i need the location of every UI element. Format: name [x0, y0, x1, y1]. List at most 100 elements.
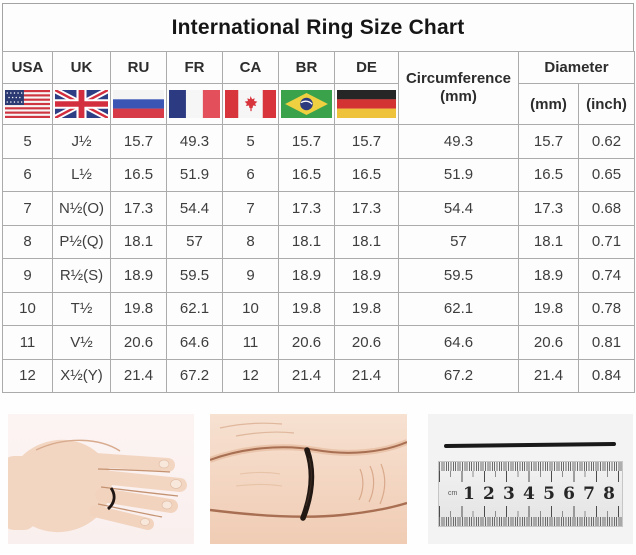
table-cell: 57	[166, 224, 223, 259]
table-cell: 12	[222, 358, 279, 393]
table-cell: 15.7	[278, 124, 335, 159]
table-cell: X½(Y)	[52, 358, 111, 393]
ruler-number: 5	[543, 483, 555, 504]
closeup-photo-graphic	[210, 414, 407, 544]
ruler-mm-hatch-bottom	[439, 517, 622, 526]
table-cell: 19.8	[278, 291, 335, 326]
table-cell: T½	[52, 291, 111, 326]
column-header-usa: USA	[2, 51, 53, 84]
table-cell: 0.81	[577, 325, 636, 360]
table-cell: 16.5	[334, 157, 399, 192]
table-cell: 18.1	[518, 224, 579, 259]
ruler-number: 6	[563, 483, 575, 504]
ruler-unit-label: cm	[448, 490, 458, 497]
table-cell: J½	[52, 124, 111, 159]
table-cell: 9	[222, 258, 279, 293]
column-header-fr: FR	[166, 51, 223, 84]
table-cell: 6	[222, 157, 279, 192]
table-cell: 21.4	[334, 358, 399, 393]
table-row: 11 V½ 20.6 64.6 11 20.6 20.6 64.6 20.6 0.81	[2, 325, 636, 360]
table-cell: 5	[222, 124, 279, 159]
table-cell: 67.2	[398, 358, 519, 393]
table-cell: 19.8	[518, 291, 579, 326]
string-on-finger	[107, 487, 116, 511]
table-row: 8 P½(Q) 18.1 57 8 18.1 18.1 57 18.1 0.71	[2, 224, 636, 259]
column-header-uk: UK	[52, 51, 111, 84]
column-header-diameter: Diameter	[517, 51, 636, 84]
table-cell: 15.7	[334, 124, 399, 159]
table-cell: 0.65	[577, 157, 636, 192]
table-cell: 7	[222, 191, 279, 226]
table-cell: 11	[222, 325, 279, 360]
ruler-number: 2	[483, 483, 495, 504]
ruler-number: 7	[583, 483, 595, 504]
table-cell: 54.4	[166, 191, 223, 226]
table-cell: 15.7	[110, 124, 167, 159]
table-cell: 18.1	[334, 224, 399, 259]
table-cell: 64.6	[398, 325, 519, 360]
table-row: 10 T½ 19.8 62.1 10 19.8 19.8 62.1 19.8 0.78	[2, 291, 636, 326]
table-cell: V½	[52, 325, 111, 360]
ruler-number: 1	[463, 483, 475, 504]
column-header-de: DE	[334, 51, 399, 84]
table-cell: 0.68	[577, 191, 636, 226]
table-cell: 17.3	[334, 191, 399, 226]
canada-flag-icon	[222, 83, 279, 125]
table-cell: 18.9	[518, 258, 579, 293]
country-header-row: USA UK RU FR CA BR DE Circumference (mm)…	[2, 51, 636, 125]
finger-string-closeup-photo	[210, 414, 407, 544]
column-header-diameter-inch: (inch)	[577, 83, 636, 125]
ruler-number: 4	[523, 483, 535, 504]
table-cell: 18.1	[110, 224, 167, 259]
column-header-ru: RU	[110, 51, 167, 84]
germany-flag-icon	[334, 83, 399, 125]
table-cell: 18.9	[110, 258, 167, 293]
table-cell: 5	[2, 124, 53, 159]
flag-row: (mm) (inch)	[2, 83, 636, 125]
russia-flag-icon	[110, 83, 167, 125]
ruler-ticks-top	[439, 471, 622, 482]
table-cell: 0.71	[577, 224, 636, 259]
table-cell: 16.5	[110, 157, 167, 192]
table-cell: 21.4	[518, 358, 579, 393]
table-cell: 51.9	[398, 157, 519, 192]
ruler-ticks-bottom	[439, 506, 622, 517]
table-cell: 10	[2, 291, 53, 326]
ruler-mm-hatch-top	[439, 462, 622, 471]
table-cell: 20.6	[518, 325, 579, 360]
table-cell: 49.3	[166, 124, 223, 159]
page-title: International Ring Size Chart	[2, 3, 634, 52]
table-cell: L½	[52, 157, 111, 192]
table-cell: 49.3	[398, 124, 519, 159]
table-cell: 18.1	[278, 224, 335, 259]
table-cell: 12	[2, 358, 53, 393]
table-cell: 20.6	[110, 325, 167, 360]
table-cell: 11	[2, 325, 53, 360]
ring-size-table-body: 5 J½ 15.7 49.3 5 15.7 15.7 49.3 15.7 0.62 6 L½ 16.5 5…	[2, 124, 636, 393]
table-cell: 54.4	[398, 191, 519, 226]
string-line	[443, 441, 617, 448]
column-header-br: BR	[278, 51, 335, 84]
size-chart: International Ring Size Chart USA UK RU …	[2, 3, 636, 393]
table-cell: 21.4	[278, 358, 335, 393]
table-cell: 0.74	[577, 258, 636, 293]
table-cell: P½(Q)	[52, 224, 111, 259]
table-cell: 0.84	[577, 358, 636, 393]
circumference-label: Circumference	[405, 70, 512, 87]
table-row: 12 X½(Y) 21.4 67.2 12 21.4 21.4 67.2 21.4 0.84	[2, 358, 636, 393]
table-cell: 59.5	[398, 258, 519, 293]
table-row: 9 R½(S) 18.9 59.5 9 18.9 18.9 59.5 18.9 0.74	[2, 258, 636, 293]
table-cell: 67.2	[166, 358, 223, 393]
table-cell: 18.9	[278, 258, 335, 293]
column-header-diameter-mm: (mm)	[518, 83, 579, 125]
hand-photo-graphic	[8, 414, 194, 544]
table-row: 6 L½ 16.5 51.9 6 16.5 16.5 51.9 16.5 0.65	[2, 157, 636, 192]
column-header-circumference: Circumference (mm)	[398, 51, 519, 125]
table-row: 7 N½(O) 17.3 54.4 7 17.3 17.3 54.4 17.3 0.68	[2, 191, 636, 226]
brazil-flag-icon	[278, 83, 335, 125]
table-cell: 18.9	[334, 258, 399, 293]
table-cell: 6	[2, 157, 53, 192]
